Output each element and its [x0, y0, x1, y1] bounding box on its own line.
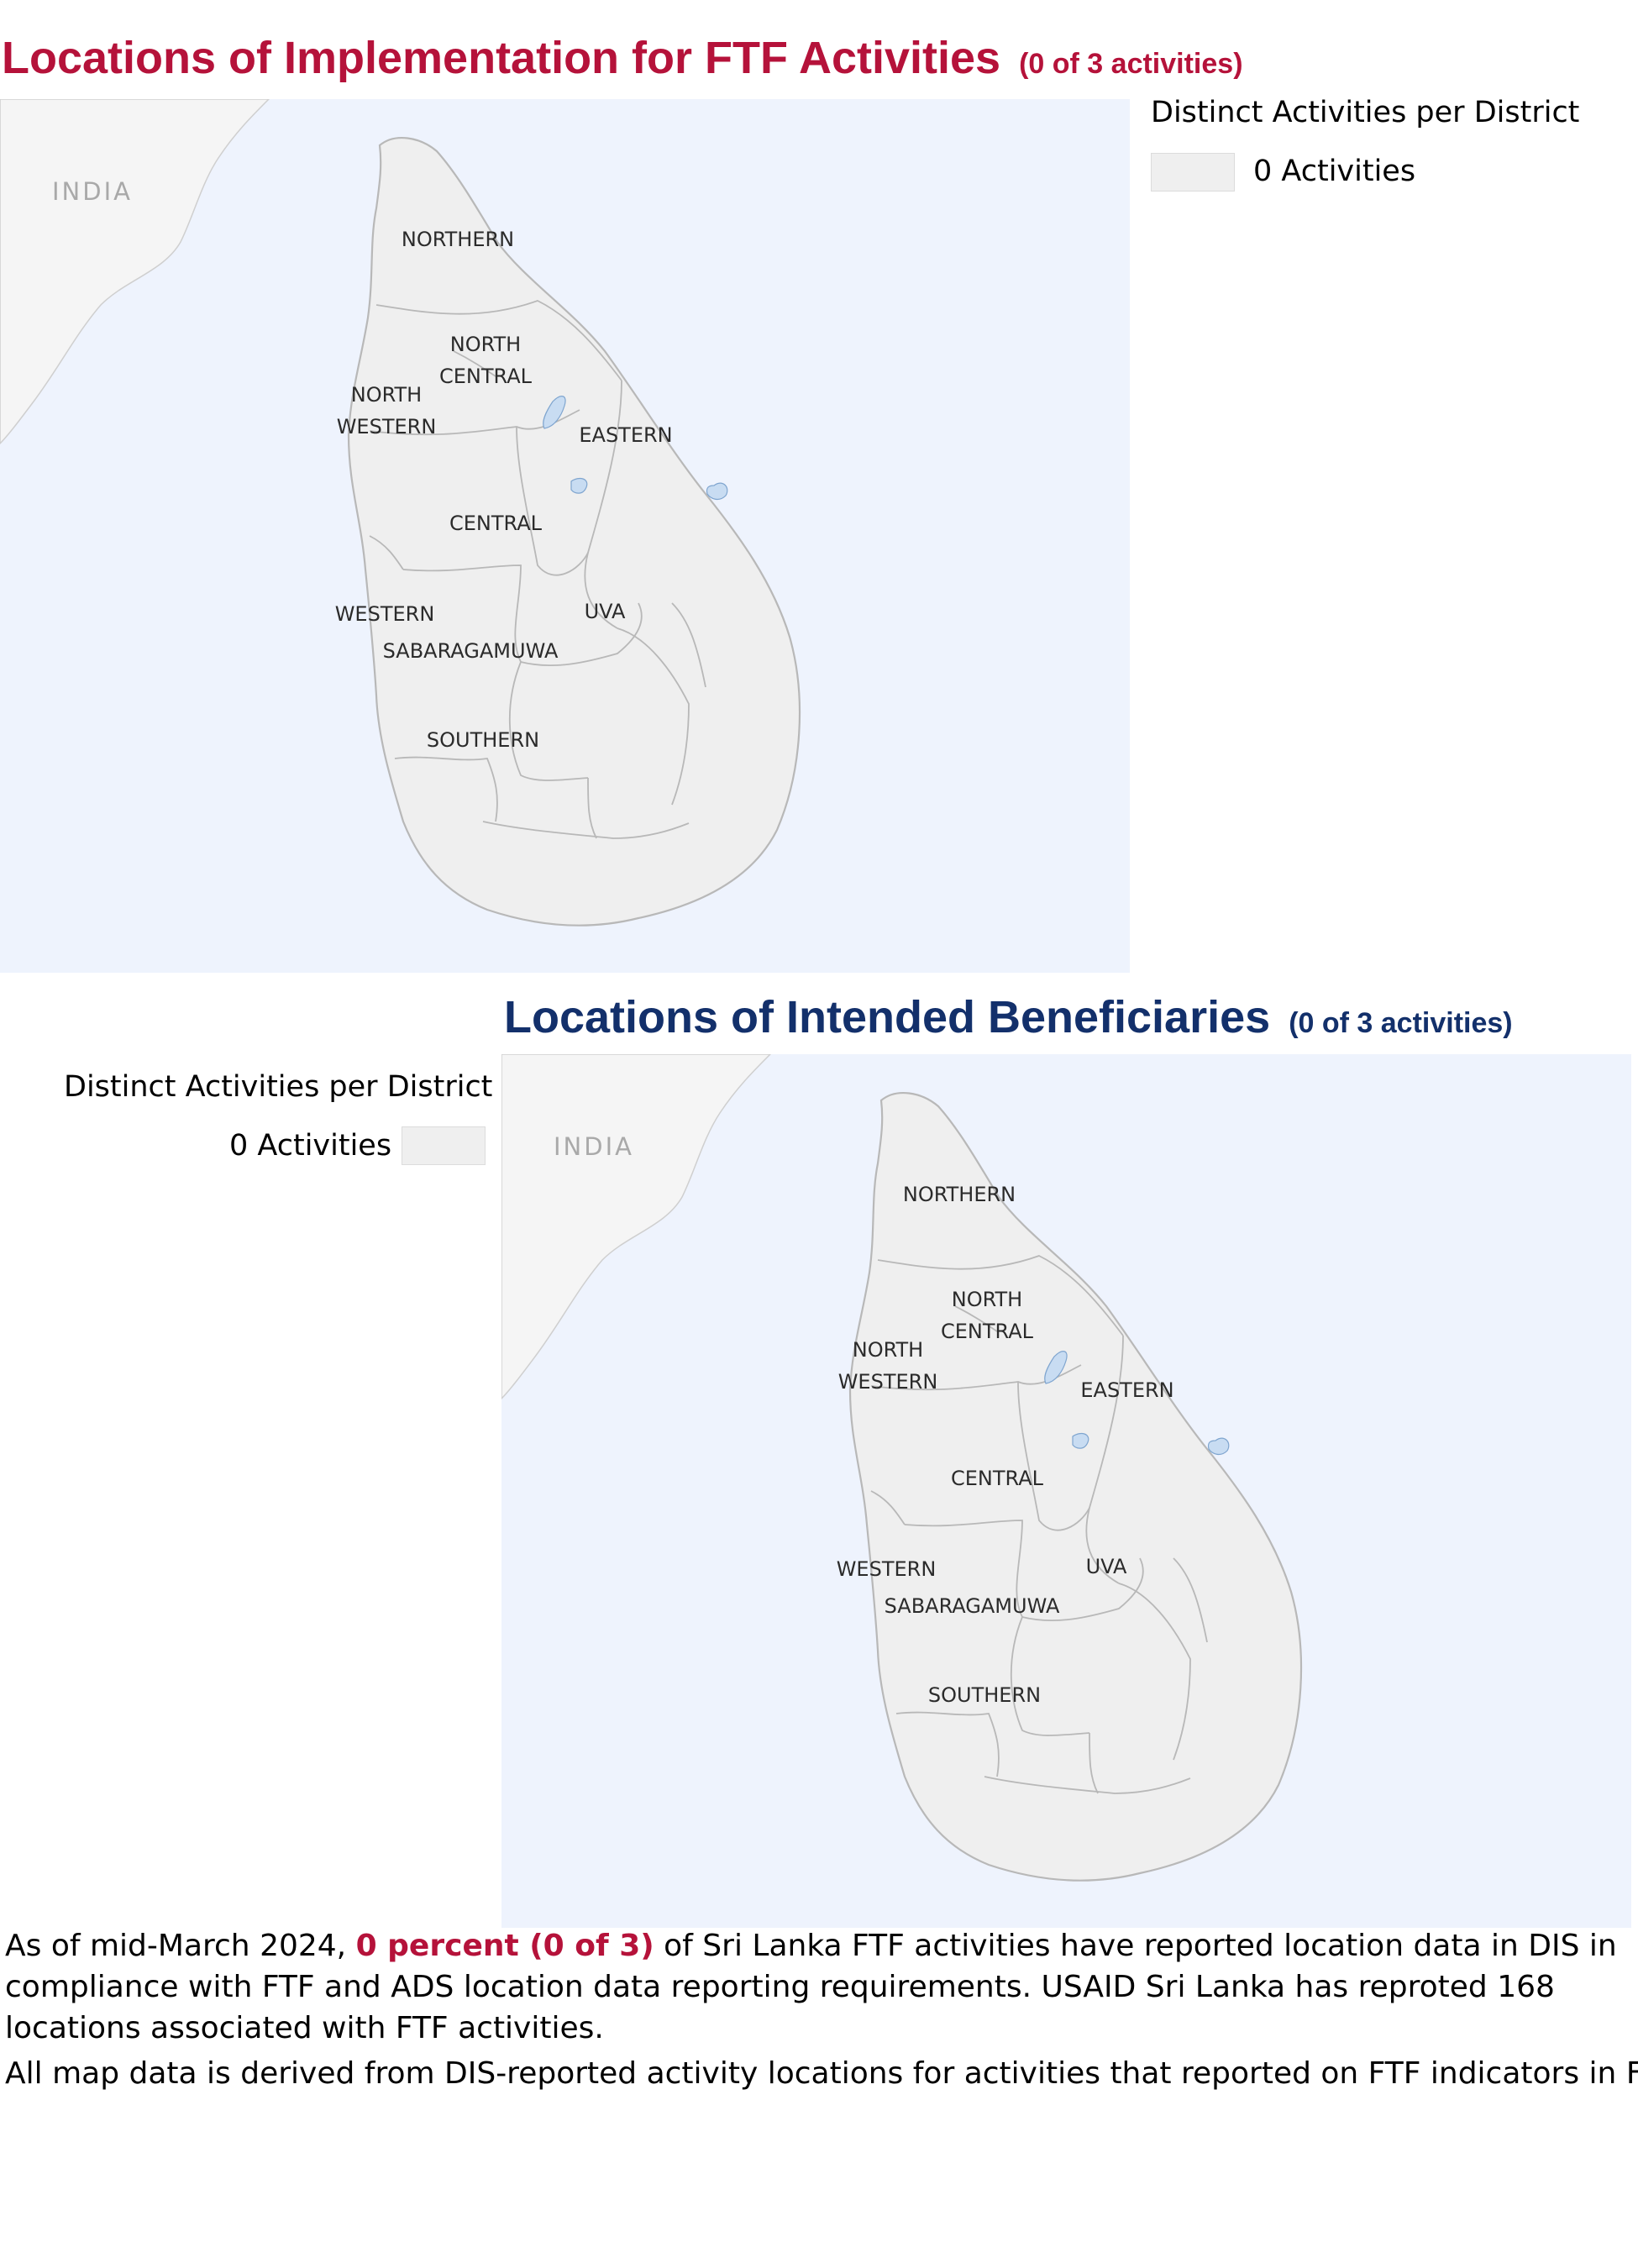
lake [543, 396, 566, 429]
beneficiaries-map-activity-count: (0 of 3 activities) [1289, 1007, 1513, 1039]
region-label-sabaragamuwa: SABARAGAMUWA [383, 639, 559, 663]
province-boundary [587, 777, 597, 839]
region-label-eastern: EASTERN [579, 423, 672, 447]
province-boundary [1089, 1732, 1099, 1794]
region-label-central: CENTRAL [449, 512, 543, 535]
province-boundary [1118, 1583, 1191, 1761]
province-boundary [516, 426, 589, 576]
beneficiaries-map[interactable]: INDIA NORTHERN NORTH CENTRAL NORTH WESTERN EAS… [501, 1054, 1631, 1928]
lake [1044, 1351, 1068, 1384]
beneficiaries-legend-swatch [402, 1126, 486, 1165]
implementation-map-title-main: Locations of Implementation for FTF Acti… [2, 33, 1001, 83]
region-label-north-western: NORTH [853, 1338, 923, 1362]
india-landmass [501, 1054, 772, 1400]
summary-paragraph: As of mid-March 2024, 0 percent (0 of 3)… [5, 1925, 1626, 2049]
province-boundary [870, 1490, 906, 1525]
province-boundary [954, 1305, 998, 1332]
region-label-sabaragamuwa: SABARAGAMUWA [885, 1594, 1060, 1618]
region-label-northern: NORTHERN [903, 1183, 1016, 1206]
implementation-map-title: Locations of Implementation for FTF Acti… [2, 32, 1243, 84]
region-label-north-western: NORTH [351, 383, 422, 407]
province-boundary [984, 1776, 1191, 1794]
implementation-map[interactable]: INDIA NORTHERN NORTH CENTRAL NORTH WESTERN EAS… [0, 99, 1130, 973]
region-label-uva: UVA [585, 600, 626, 623]
region-label-northern: NORTHERN [402, 228, 514, 251]
province-boundary [402, 564, 522, 663]
implementation-legend-label: 0 Activities [1253, 155, 1416, 188]
province-boundary [508, 661, 589, 781]
region-label-southern: SOUTHERN [928, 1683, 1041, 1707]
province-boundary [1085, 1335, 1124, 1584]
province-boundary [375, 300, 622, 381]
beneficiaries-legend-label: 0 Activities [229, 1129, 392, 1163]
beneficiaries-legend-title: Distinct Activities per District [64, 1070, 493, 1104]
region-label-north-central: CENTRAL [941, 1320, 1034, 1343]
province-boundary [1021, 1557, 1144, 1622]
lake [1207, 1437, 1230, 1456]
summary-prefix: As of mid-March 2024, [5, 1929, 347, 1963]
beneficiaries-map-title: Locations of Intended Beneficiaries (0 of… [504, 991, 1513, 1043]
region-label-western: WESTERN [335, 602, 435, 626]
lake [706, 482, 728, 501]
country-label-india: INDIA [554, 1132, 634, 1161]
province-boundary [453, 350, 496, 377]
province-boundary [617, 627, 690, 806]
province-boundary [895, 1711, 1000, 1777]
province-boundary [369, 409, 580, 436]
sri-lanka-landmass [347, 137, 801, 927]
implementation-map-activity-count: (0 of 3 activities) [1019, 48, 1243, 80]
implementation-legend-title: Distinct Activities per District [1151, 96, 1580, 129]
region-label-uva: UVA [1086, 1555, 1127, 1578]
province-boundary [904, 1520, 1023, 1618]
region-label-central: CENTRAL [951, 1467, 1044, 1490]
beneficiaries-map-title-main: Locations of Intended Beneficiaries [504, 992, 1271, 1042]
province-boundary [584, 380, 622, 629]
province-boundary [1017, 1381, 1090, 1531]
region-label-eastern: EASTERN [1080, 1378, 1173, 1402]
region-label-north-central: NORTH [450, 333, 521, 356]
lake [570, 477, 588, 494]
country-label-india: INDIA [52, 177, 133, 206]
region-label-north-central: NORTH [952, 1288, 1022, 1311]
province-boundary [1010, 1616, 1090, 1736]
province-boundary [877, 1255, 1124, 1336]
summary-highlight: 0 percent (0 of 3) [355, 1929, 654, 1963]
region-label-southern: SOUTHERN [427, 728, 539, 752]
province-boundary [671, 602, 706, 688]
implementation-legend-swatch [1151, 153, 1235, 192]
province-boundary [870, 1364, 1082, 1391]
region-label-north-central: CENTRAL [439, 365, 533, 388]
data-source-footnote: All map data is derived from DIS-reporte… [5, 2056, 1638, 2091]
province-boundary [520, 602, 643, 667]
lake [1072, 1432, 1089, 1449]
province-boundary [482, 821, 690, 839]
province-boundary [369, 535, 404, 570]
region-label-north-western: WESTERN [838, 1370, 938, 1394]
summary-suffix: of Sri Lanka FTF activities have reporte… [5, 1929, 1617, 2045]
province-boundary [394, 756, 498, 822]
sri-lanka-landmass [848, 1092, 1303, 1882]
region-label-north-western: WESTERN [337, 415, 437, 438]
province-boundary [1173, 1557, 1208, 1643]
region-label-western: WESTERN [837, 1557, 937, 1581]
india-landmass [0, 99, 270, 445]
